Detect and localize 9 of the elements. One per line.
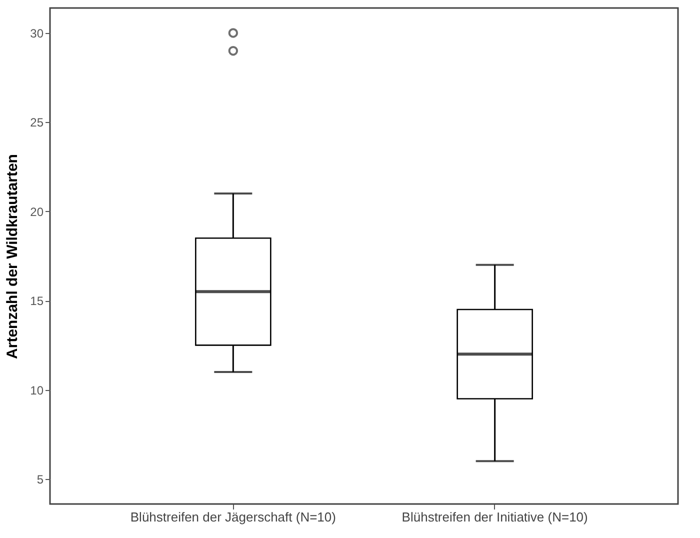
x-tick-label: Blühstreifen der Initiative (N=10): [402, 510, 588, 524]
y-tick-label: 15: [30, 294, 44, 308]
y-tick-label: 10: [30, 383, 44, 398]
y-tick-label: 25: [30, 116, 44, 130]
y-tick-label: 30: [30, 26, 44, 40]
y-tick-label: 5: [36, 472, 44, 487]
y-tick-label: 20: [30, 204, 44, 219]
x-tick-label: Blühstreifen der Jägerschaft (N=10): [130, 510, 336, 524]
y-axis-title: Artenzahl der Wildkrautarten: [4, 154, 22, 359]
